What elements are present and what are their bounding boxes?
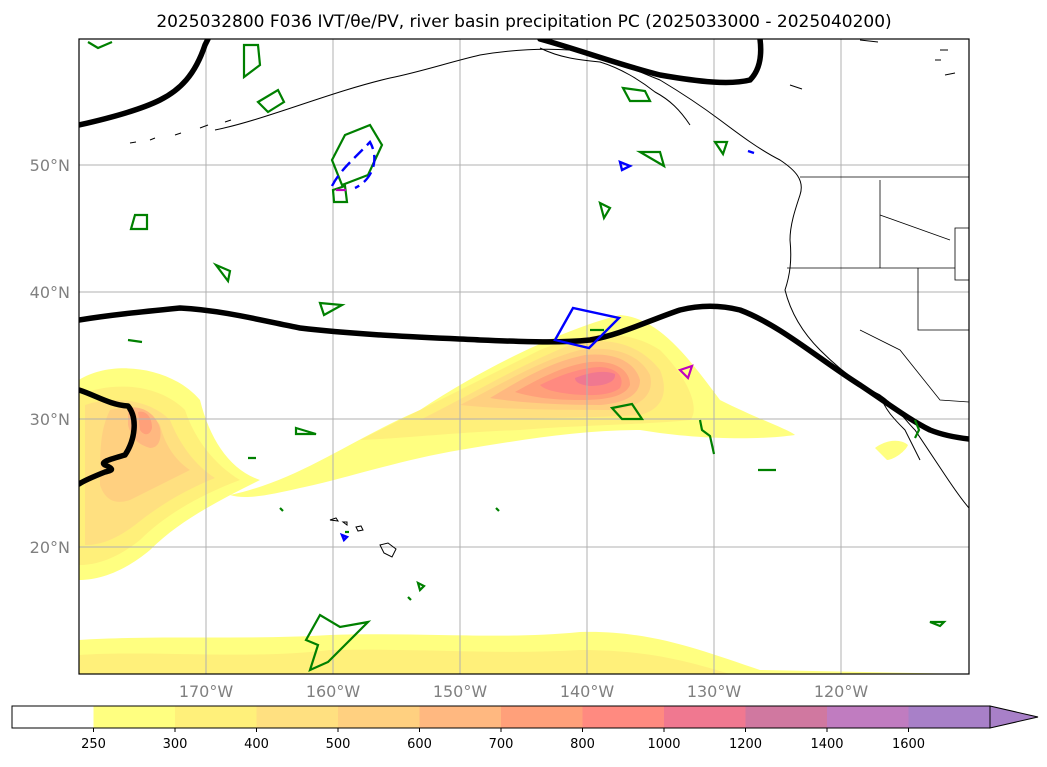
map-content (79, 39, 969, 674)
colorbar-label: 300 (163, 737, 188, 752)
lat-label-20: 20°N (30, 538, 70, 557)
lat-label-50: 50°N (30, 156, 70, 175)
colorbar: 250 300 400 500 600 700 800 1000 1200 1400 1600 (11, 705, 1039, 752)
lon-label-160w: 160°W (306, 682, 361, 701)
ivt-shading-west (79, 368, 260, 580)
colorbar-label: 1400 (810, 737, 843, 752)
colorbar-label: 600 (407, 737, 432, 752)
ivt-shading-coast (875, 440, 908, 460)
colorbar-label: 400 (244, 737, 269, 752)
colorbar-label: 800 (570, 737, 595, 752)
colorbar-segment (501, 706, 583, 728)
lon-label-170w: 170°W (179, 682, 234, 701)
lon-label-130w: 130°W (687, 682, 742, 701)
ivt-shading-central (230, 315, 795, 498)
colorbar-label: 1200 (729, 737, 762, 752)
lon-label-120w: 120°W (814, 682, 869, 701)
map-frame (78, 38, 970, 675)
colorbar-segment (664, 706, 746, 728)
colorbar-segment (827, 706, 909, 728)
blue-contours (330, 139, 755, 543)
colorbar-segment (908, 706, 991, 728)
gridlines (79, 39, 969, 674)
colorbar-segment (582, 706, 665, 728)
ivt-shading-south (79, 631, 969, 674)
lat-label-40: 40°N (30, 283, 70, 302)
lon-label-150w: 150°W (433, 682, 488, 701)
lat-label-30: 30°N (30, 410, 70, 429)
colorbar-label: 250 (81, 737, 106, 752)
figure-title: 2025032800 F036 IVT/θe/PV, river basin p… (156, 12, 891, 32)
colorbar-label: 1000 (647, 737, 680, 752)
colorbar-segment (12, 706, 94, 728)
theta-e-contours (79, 39, 969, 487)
colorbar-label: 700 (489, 737, 514, 752)
colorbar-extension (989, 705, 1039, 729)
pv-contours (87, 40, 947, 673)
magenta-contours (336, 188, 694, 381)
lon-labels: 170°W 160°W 150°W 140°W 130°W 120°W (179, 682, 869, 701)
lat-labels: 50°N 40°N 30°N 20°N (30, 156, 70, 557)
colorbar-segment (338, 706, 420, 728)
colorbar-segment (256, 706, 339, 728)
colorbar-segment (745, 706, 828, 728)
lon-label-140w: 140°W (560, 682, 615, 701)
colorbar-segment (93, 706, 176, 728)
colorbar-segment (175, 706, 257, 728)
colorbar-label: 1600 (892, 737, 925, 752)
colorbar-label: 500 (326, 737, 351, 752)
colorbar-segment (419, 706, 502, 728)
